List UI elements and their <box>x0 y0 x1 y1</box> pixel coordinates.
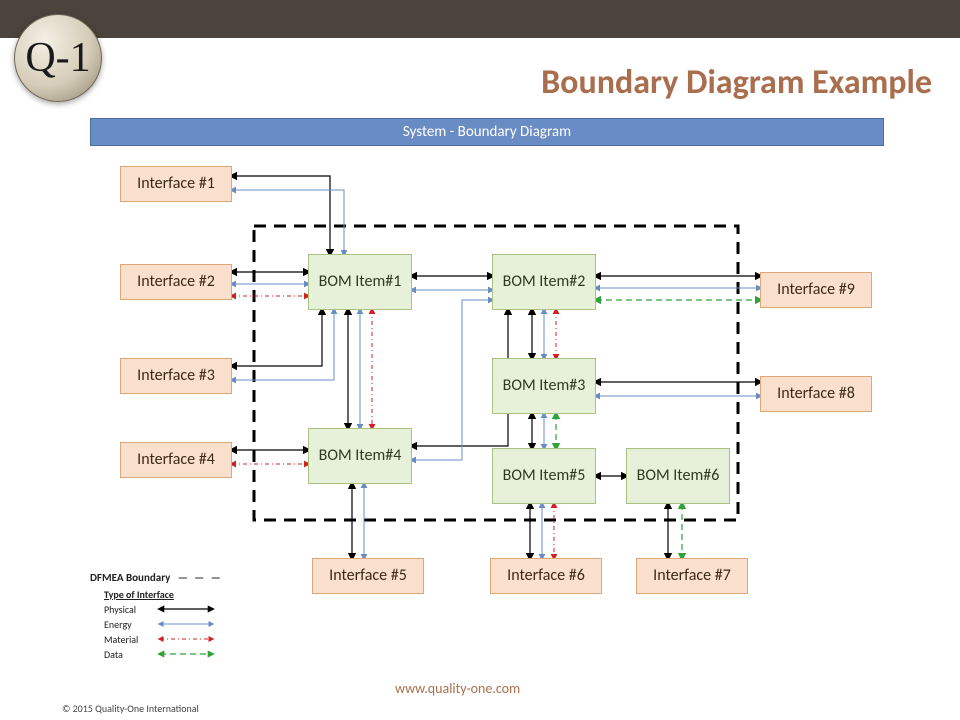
bom-box-b3: BOM Item#3 <box>492 358 596 414</box>
banner: System - Boundary Diagram <box>90 118 884 146</box>
copyright: © 2015 Quality-One International <box>62 702 199 715</box>
bom-box-b6: BOM Item#6 <box>626 448 730 504</box>
legend: DFMEA Boundary — — — Type of Interface P… <box>90 570 223 662</box>
interface-box-if6: Interface #6 <box>490 558 602 594</box>
bom-box-b1: BOM Item#1 <box>308 254 412 310</box>
edge-b2-b4-energy <box>412 300 492 460</box>
legend-material: Material <box>104 632 223 647</box>
edge-if3-b1-energy <box>232 310 334 380</box>
bom-box-b2: BOM Item#2 <box>492 254 596 310</box>
interface-box-if1: Interface #1 <box>120 166 232 202</box>
interface-box-if8: Interface #8 <box>760 376 872 412</box>
logo-badge: Q-1 <box>14 14 102 102</box>
legend-data: Data <box>104 647 223 662</box>
interface-box-if9: Interface #9 <box>760 272 872 308</box>
legend-physical: Physical <box>104 602 223 617</box>
interface-box-if5: Interface #5 <box>312 558 424 594</box>
edge-if1-b1-physical <box>232 176 330 254</box>
edge-if3-b1-physical <box>232 310 322 366</box>
legend-energy: Energy <box>104 617 223 632</box>
interface-box-if2: Interface #2 <box>120 264 232 300</box>
top-bar <box>0 0 960 38</box>
page-title: Boundary Diagram Example <box>541 62 932 103</box>
interface-box-if4: Interface #4 <box>120 442 232 478</box>
bom-box-b4: BOM Item#4 <box>308 428 412 484</box>
footer-link[interactable]: www.quality-one.com <box>395 680 520 697</box>
interface-box-if3: Interface #3 <box>120 358 232 394</box>
edge-if1-b1-energy <box>232 190 344 254</box>
interface-box-if7: Interface #7 <box>636 558 748 594</box>
bom-box-b5: BOM Item#5 <box>492 448 596 504</box>
